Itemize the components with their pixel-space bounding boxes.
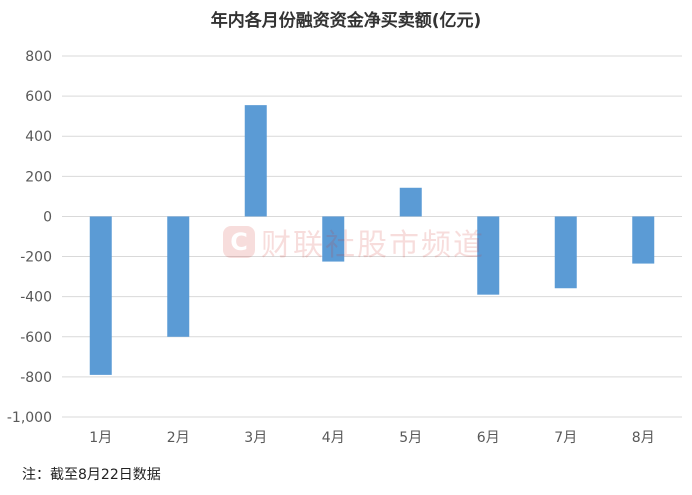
bar [632, 216, 655, 264]
y-tick-label: 400 [25, 129, 52, 145]
bar [399, 187, 422, 217]
watermark: C 财联社股市频道 [223, 220, 485, 264]
x-tick-label: 8月 [632, 430, 655, 446]
bar [89, 216, 112, 375]
x-axis-ticks: 1月 2月 3月 4月 5月 6月 7月 8月 [89, 430, 654, 446]
bar [167, 216, 190, 337]
y-axis-ticks: 800 600 400 200 0 -200 -400 -600 -800 -1,000 [7, 49, 52, 426]
watermark-logo: C [223, 226, 255, 258]
x-tick-label: 3月 [244, 430, 267, 446]
y-tick-label: 600 [25, 89, 52, 105]
y-tick-label: -600 [20, 330, 52, 346]
chart-title: 年内各月份融资资金净买卖额(亿元) [210, 11, 482, 31]
x-tick-label: 2月 [167, 430, 190, 446]
bar [322, 216, 345, 262]
x-tick-label: 4月 [322, 430, 345, 446]
y-tick-label: 800 [25, 49, 52, 65]
watermark-text: 财联社股市频道 [261, 228, 485, 263]
y-tick-label: -1,000 [7, 410, 52, 426]
grid-lines [62, 55, 682, 418]
x-tick-label: 7月 [554, 430, 577, 446]
y-tick-label: -200 [20, 250, 52, 266]
x-tick-label: 6月 [477, 430, 500, 446]
x-tick-label: 1月 [89, 430, 112, 446]
y-tick-label: 200 [25, 169, 52, 185]
x-tick-label: 5月 [399, 430, 422, 446]
bar [554, 216, 577, 289]
footnote: 注：截至8月22日数据 [22, 467, 161, 483]
bars [89, 105, 655, 375]
bar [477, 216, 500, 295]
y-tick-label: -800 [20, 370, 52, 386]
y-tick-label: 0 [43, 209, 52, 225]
y-tick-label: -400 [20, 290, 52, 306]
bar [244, 105, 267, 217]
